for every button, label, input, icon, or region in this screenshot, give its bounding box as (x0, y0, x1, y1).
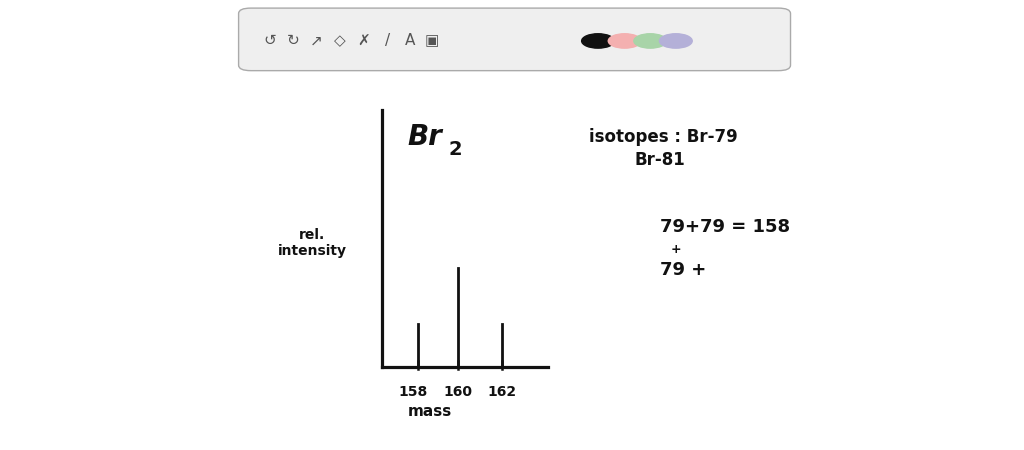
Text: 162: 162 (487, 384, 516, 399)
Text: /: / (384, 33, 390, 49)
Text: 158: 158 (398, 384, 427, 399)
Text: isotopes : Br-79: isotopes : Br-79 (589, 128, 737, 146)
Text: ◇: ◇ (334, 33, 346, 49)
Text: 160: 160 (443, 384, 472, 399)
Text: Br-81: Br-81 (635, 151, 686, 169)
Circle shape (634, 34, 667, 48)
Text: ▣: ▣ (425, 33, 439, 49)
Text: ↻: ↻ (287, 33, 299, 49)
Text: Br: Br (408, 123, 442, 151)
Text: mass: mass (408, 404, 453, 419)
Text: A: A (404, 33, 415, 49)
Text: 79+79 = 158: 79+79 = 158 (660, 218, 791, 236)
Circle shape (659, 34, 692, 48)
Text: ↗: ↗ (310, 33, 323, 49)
Text: rel.
intensity: rel. intensity (278, 228, 347, 258)
Text: +: + (671, 243, 681, 256)
Text: ✗: ✗ (357, 33, 370, 49)
Text: 2: 2 (449, 140, 463, 159)
Circle shape (608, 34, 641, 48)
Circle shape (582, 34, 614, 48)
Text: ↺: ↺ (263, 33, 275, 49)
FancyBboxPatch shape (239, 8, 791, 71)
Text: 79 +: 79 + (660, 261, 707, 279)
